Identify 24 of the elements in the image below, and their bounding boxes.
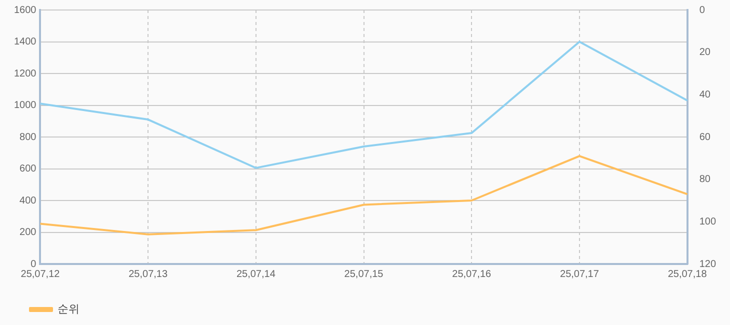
x-tick-label: 25,07,17: [560, 268, 600, 280]
x-tick-label: 25,07,14: [236, 268, 276, 280]
y2-tick-label: 20: [699, 47, 711, 58]
y-tick-label: 800: [20, 132, 37, 143]
y2-tick-label: 100: [699, 216, 716, 228]
x-tick-label: 25,07,12: [20, 268, 60, 280]
x-tick-label: 25,07,15: [344, 268, 384, 280]
y2-tick-label: 80: [699, 174, 711, 186]
y-tick-label: 200: [20, 227, 37, 238]
x-tick-label: 25,07,13: [128, 268, 168, 280]
y2-tick-label: 60: [699, 132, 711, 143]
legend-label: 순위: [58, 304, 80, 316]
y2-tick-label: 40: [699, 89, 711, 100]
y2-tick-label: 0: [699, 4, 706, 16]
y-tick-label: 600: [20, 164, 37, 174]
y-tick-label: 0: [30, 258, 37, 270]
y-tick-label: 400: [20, 195, 37, 206]
y-tick-label: 1600: [14, 4, 37, 16]
x-tick-label: 25,07,18: [668, 268, 708, 280]
y2-tick-label: 120: [699, 258, 716, 270]
y-tick-label: 1200: [14, 68, 37, 80]
y-tick-label: 1400: [14, 36, 37, 48]
x-tick-label: 25,07,16: [452, 268, 492, 280]
y-tick-label: 1000: [14, 100, 37, 111]
